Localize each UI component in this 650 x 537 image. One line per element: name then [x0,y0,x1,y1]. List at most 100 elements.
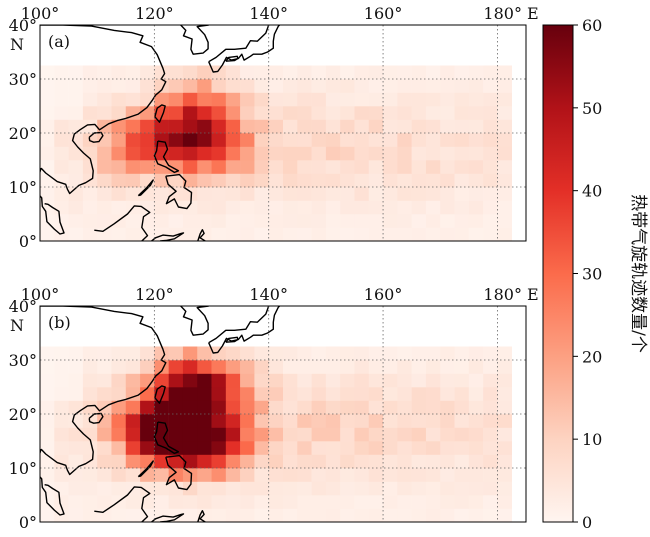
heatmap-cell [40,468,55,482]
heatmap-cell [383,65,398,80]
coastline [208,306,281,354]
heatmap-cell [497,468,512,482]
heatmap-cell [182,454,198,469]
heatmap-cell [297,495,312,509]
heatmap-cell [425,119,441,134]
panel-a: (a) 100° 120° 140° 160° 180° E 40° 30° 20° 10° 0… [9,4,539,251]
heatmap-cell [140,65,155,80]
heatmap-cell [325,441,341,455]
heatmap-cell [54,106,69,120]
heatmap-cell [340,360,355,374]
heatmap-cell [197,373,212,388]
heatmap-cell [297,360,312,374]
heatmap-cell [468,79,484,93]
heatmap-cell [311,481,327,496]
coastline [40,167,65,235]
heatmap-cell [325,454,341,469]
heatmap-cell [68,495,84,509]
heatmap-cell [182,133,198,147]
heatmap-cell [368,65,384,80]
heatmap-cell [82,79,98,93]
coastline [165,454,193,491]
heatmap-cell [311,214,327,228]
heatmap-cell [97,146,112,161]
heatmap-cell [225,214,241,228]
heatmap-cell [254,227,269,242]
heatmap-cell [54,65,69,80]
heatmap-cell [311,441,327,455]
heatmap-cell [454,65,470,80]
heatmap-cell [182,400,198,415]
heatmap-cell [54,200,69,215]
heatmap-cell [268,92,284,107]
heatmap-cell [240,495,255,509]
heatmap-cell [125,414,141,428]
heatmap-cell [354,119,370,134]
heatmap-cell [440,481,455,496]
heatmap-cell [197,481,212,496]
heatmap-cell [268,106,284,120]
heatmap-cell [397,160,412,174]
heatmap-cell [254,160,269,174]
heatmap-cell [268,414,284,428]
heatmap-cell [197,173,212,188]
heatmap-cell [483,441,498,455]
heatmap-cell [82,160,98,174]
heatmap-cell [411,79,427,93]
heatmap-cell [268,214,284,228]
heatmap-cell [54,133,69,147]
heatmap-cell [68,133,84,147]
heatmap-cell [411,187,427,201]
heatmap-cell [254,373,269,388]
colorbar-tick-label: 0 [582,513,592,532]
heatmap-cell [425,508,441,523]
heatmap-cell [82,508,98,523]
heatmap-cell [340,454,355,469]
heatmap-cell [297,119,312,134]
heatmap-cell [68,468,84,482]
heatmap-cell [82,200,98,215]
heatmap-cell [368,427,384,442]
heatmap-cell [483,227,498,242]
heatmap-cell [197,454,212,469]
heatmap-cell [197,119,212,134]
heatmap-cell [168,133,184,147]
heatmap-cell [97,468,112,482]
heatmap-cell [154,214,169,228]
heatmap-cell [354,454,370,469]
heatmap-cell [425,227,441,242]
heatmap-cell [111,346,127,361]
heatmap-cell [54,187,69,201]
heatmap-cell [111,360,127,374]
coastline [137,179,154,197]
heatmap-cell [54,400,69,415]
heatmap-cell [311,360,327,374]
heatmap-cell [383,227,398,242]
heatmap-cell [368,468,384,482]
heatmap-cell [283,373,298,388]
heatmap-cell [454,173,470,188]
heatmap-cell [297,173,312,188]
heatmap-cell [168,200,184,215]
coastline [208,25,281,73]
heatmap-cell [54,373,69,388]
heatmap-cell [425,414,441,428]
heatmap-cell [154,481,169,496]
heatmap-cell [40,106,55,120]
heatmap-cell [425,454,441,469]
heatmap-cell [240,427,255,442]
heatmap-cell [254,495,269,509]
heatmap-cell [68,173,84,188]
heatmap-cell [54,360,69,374]
heatmap-cell [340,414,355,428]
heatmap-cell [125,387,141,401]
panel-a-label: (a) [48,32,70,51]
heatmap-cell [397,373,412,388]
heatmap-cell [268,227,284,242]
heatmap-cell [483,200,498,215]
heatmap-cell [283,160,298,174]
heatmap-cell [354,214,370,228]
heatmap-cell [497,133,512,147]
heatmap-cell [225,508,241,523]
heatmap-cell [211,373,227,388]
